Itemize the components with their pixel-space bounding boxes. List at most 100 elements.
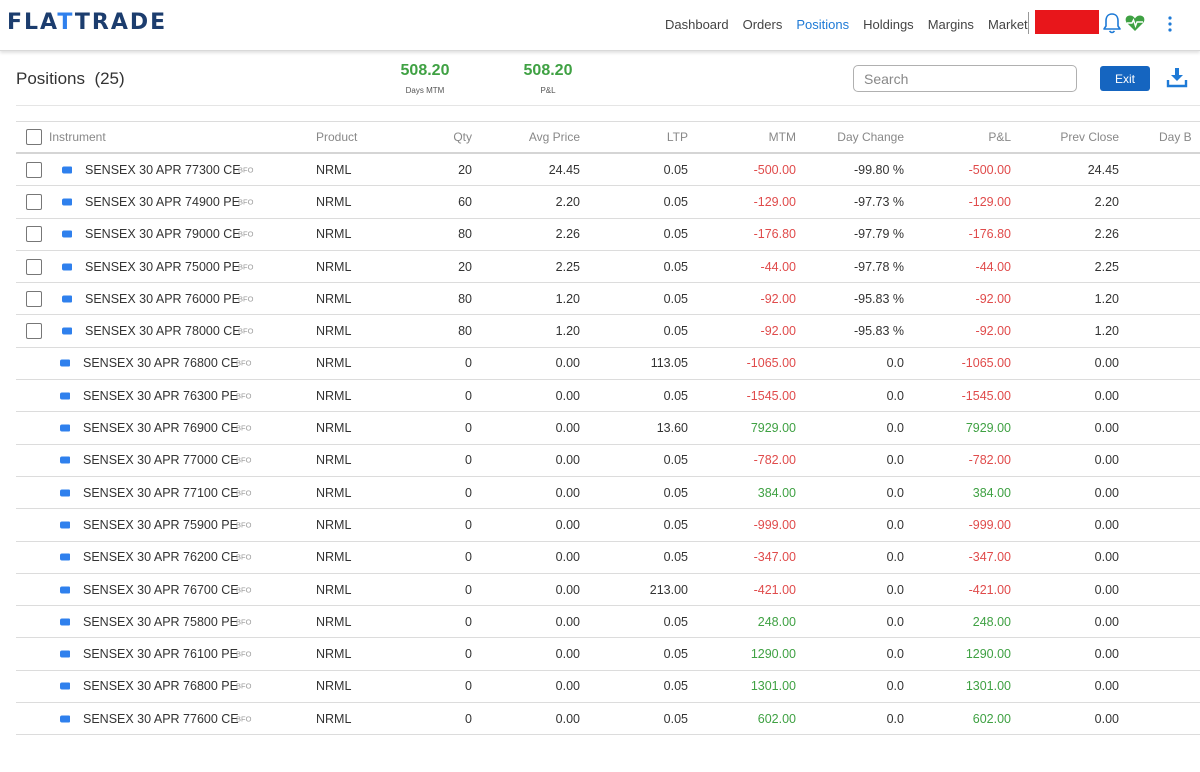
header-instrument[interactable]: Instrument xyxy=(49,130,106,144)
ltp-cell: 113.05 xyxy=(650,356,688,371)
header-avg-price[interactable]: Avg Price xyxy=(528,130,580,144)
instrument-name[interactable]: SENSEX 30 APR 76800 PE xyxy=(83,679,238,694)
qty-cell: 0 xyxy=(465,679,472,694)
nav-holdings[interactable]: Holdings xyxy=(863,17,914,32)
instrument-name[interactable]: SENSEX 30 APR 76700 CE xyxy=(83,582,239,597)
exchange-label: BFO xyxy=(236,358,252,368)
table-row[interactable]: SENSEX 30 APR 77100 CE BFO NRML 0 0.00 0.05 38… xyxy=(16,477,1200,510)
pnl-cell: -92.00 xyxy=(975,324,1011,339)
nav-market[interactable]: Market xyxy=(987,17,1028,32)
table-row[interactable]: SENSEX 30 APR 76000 PE BFO NRML 80 1.20 0.05 -… xyxy=(16,283,1200,316)
header-day-change[interactable]: Day Change xyxy=(837,130,904,144)
instrument-name[interactable]: SENSEX 30 APR 77000 CE xyxy=(83,453,239,468)
instrument-name[interactable]: SENSEX 30 APR 74900 PE xyxy=(85,194,240,209)
instrument-name[interactable]: SENSEX 30 APR 75800 PE xyxy=(83,614,238,629)
instrument-name[interactable]: SENSEX 30 APR 75000 PE xyxy=(85,259,240,274)
page-title: Positions (25) xyxy=(16,69,125,88)
instrument-name[interactable]: SENSEX 30 APR 75900 PE xyxy=(83,517,238,532)
table-row[interactable]: SENSEX 30 APR 76800 CE BFO NRML 0 0.00 113.05… xyxy=(16,348,1200,381)
table-row[interactable]: SENSEX 30 APR 76300 PE BFO NRML 0 0.00 0.05 -1… xyxy=(16,380,1200,413)
instrument-name[interactable]: SENSEX 30 APR 76900 CE xyxy=(83,421,239,436)
avg-price-cell: 0.00 xyxy=(555,453,580,468)
search-input[interactable] xyxy=(853,65,1077,92)
row-checkbox[interactable] xyxy=(26,226,42,243)
instrument-name[interactable]: SENSEX 30 APR 77300 CE xyxy=(85,162,241,177)
qty-cell: 0 xyxy=(465,647,472,662)
heart-pulse-icon[interactable] xyxy=(1124,12,1146,34)
nav-positions[interactable]: Positions xyxy=(796,17,850,32)
instrument-name[interactable]: SENSEX 30 APR 77600 CE xyxy=(83,711,239,726)
table-row[interactable]: SENSEX 30 APR 76900 CE BFO NRML 0 0.00 13.60 7… xyxy=(16,412,1200,445)
row-checkbox[interactable] xyxy=(26,290,42,307)
mtm-cell: -1545.00 xyxy=(746,388,796,403)
header-qty[interactable]: Qty xyxy=(453,130,472,144)
product-cell: NRML xyxy=(316,647,352,662)
select-all-checkbox[interactable] xyxy=(26,129,42,145)
instrument-name[interactable]: SENSEX 30 APR 76300 PE xyxy=(83,388,238,403)
instrument-name[interactable]: SENSEX 30 APR 76000 PE xyxy=(85,291,240,306)
row-checkbox[interactable] xyxy=(26,323,42,340)
avg-price-cell: 0.00 xyxy=(555,711,580,726)
instrument-tag-icon xyxy=(62,327,72,335)
exchange-label: BFO xyxy=(238,165,254,175)
table-row[interactable]: SENSEX 30 APR 75900 PE BFO NRML 0 0.00 0.05 -9… xyxy=(16,509,1200,542)
nav-orders[interactable]: Orders xyxy=(742,17,783,32)
mtm-cell: -92.00 xyxy=(760,291,796,306)
ltp-cell: 0.05 xyxy=(663,194,688,209)
flattrade-logo[interactable]: FLATTRADE xyxy=(7,10,168,35)
day-change-cell: 0.0 xyxy=(886,679,904,694)
nav-margins[interactable]: Margins xyxy=(927,17,974,32)
prev-close-cell: 2.20 xyxy=(1094,194,1119,209)
table-row[interactable]: SENSEX 30 APR 76700 CE BFO NRML 0 0.00 213.00… xyxy=(16,574,1200,607)
header-pnl[interactable]: P&L xyxy=(988,130,1011,144)
instrument-tag-icon xyxy=(60,586,70,593)
header-prev-close[interactable]: Prev Close xyxy=(1060,130,1119,144)
pnl-cell: -782.00 xyxy=(968,453,1011,468)
row-checkbox[interactable] xyxy=(26,193,42,210)
mtm-cell: 7929.00 xyxy=(750,421,796,436)
table-row[interactable]: SENSEX 30 APR 76100 PE BFO NRML 0 0.00 0.05 12… xyxy=(16,638,1200,671)
table-row[interactable]: SENSEX 30 APR 77300 CE BFO NRML 20 24.45 0.05… xyxy=(16,154,1200,187)
table-row[interactable]: SENSEX 30 APR 77000 CE BFO NRML 0 0.00 0.05 -7… xyxy=(16,445,1200,477)
qty-cell: 0 xyxy=(465,614,472,629)
pnl-cell: 602.00 xyxy=(972,711,1011,726)
exit-button[interactable]: Exit xyxy=(1100,66,1150,91)
table-row[interactable]: SENSEX 30 APR 75000 PE BFO NRML 20 2.25 0.05 -… xyxy=(16,251,1200,284)
instrument-name[interactable]: SENSEX 30 APR 78000 CE xyxy=(85,324,241,339)
instrument-name[interactable]: SENSEX 30 APR 79000 CE xyxy=(85,227,241,242)
kebab-menu-icon[interactable] xyxy=(1164,13,1176,35)
product-cell: NRML xyxy=(316,194,352,209)
avg-price-cell: 2.25 xyxy=(555,259,580,274)
download-icon[interactable] xyxy=(1166,66,1188,88)
instrument-name[interactable]: SENSEX 30 APR 77100 CE xyxy=(83,485,239,500)
prev-close-cell: 1.20 xyxy=(1094,324,1119,339)
mtm-cell: 1301.00 xyxy=(750,679,796,694)
product-cell: NRML xyxy=(316,485,352,500)
nav-dashboard[interactable]: Dashboard xyxy=(665,17,729,32)
table-row[interactable]: SENSEX 30 APR 79000 CE BFO NRML 80 2.26 0.05 -… xyxy=(16,219,1200,251)
table-row[interactable]: SENSEX 30 APR 76800 PE BFO NRML 0 0.00 0.05 13… xyxy=(16,671,1200,704)
table-row[interactable]: SENSEX 30 APR 76200 CE BFO NRML 0 0.00 0.05 -3… xyxy=(16,542,1200,574)
bell-icon[interactable] xyxy=(1102,11,1122,35)
instrument-tag-icon xyxy=(62,263,72,271)
instrument-name[interactable]: SENSEX 30 APR 76800 CE xyxy=(83,356,239,371)
row-checkbox[interactable] xyxy=(26,258,42,275)
table-row[interactable]: SENSEX 30 APR 78000 CE BFO NRML 80 1.20 0.05 -… xyxy=(16,315,1200,348)
table-row[interactable]: SENSEX 30 APR 77600 CE BFO NRML 0 0.00 0.05 60… xyxy=(16,703,1200,736)
redacted-user-box[interactable] xyxy=(1035,10,1099,34)
header-ltp[interactable]: LTP xyxy=(666,130,688,144)
product-cell: NRML xyxy=(316,550,352,565)
table-row[interactable]: SENSEX 30 APR 74900 PE BFO NRML 60 2.20 0.05 -… xyxy=(16,186,1200,219)
instrument-tag-icon xyxy=(60,489,70,497)
instrument-name[interactable]: SENSEX 30 APR 76100 PE xyxy=(83,647,238,662)
header-mtm[interactable]: MTM xyxy=(768,130,796,144)
instrument-name[interactable]: SENSEX 30 APR 76200 CE xyxy=(83,550,239,565)
prev-close-cell: 2.25 xyxy=(1094,259,1119,274)
table-row[interactable]: SENSEX 30 APR 75800 PE BFO NRML 0 0.00 0.05 24… xyxy=(16,606,1200,639)
header-day-buy[interactable]: Day B xyxy=(1159,130,1192,144)
day-change-cell: 0.0 xyxy=(886,388,904,403)
prev-close-cell: 0.00 xyxy=(1094,517,1119,532)
row-checkbox[interactable] xyxy=(26,161,42,178)
qty-cell: 80 xyxy=(458,227,472,242)
header-product[interactable]: Product xyxy=(316,130,358,144)
